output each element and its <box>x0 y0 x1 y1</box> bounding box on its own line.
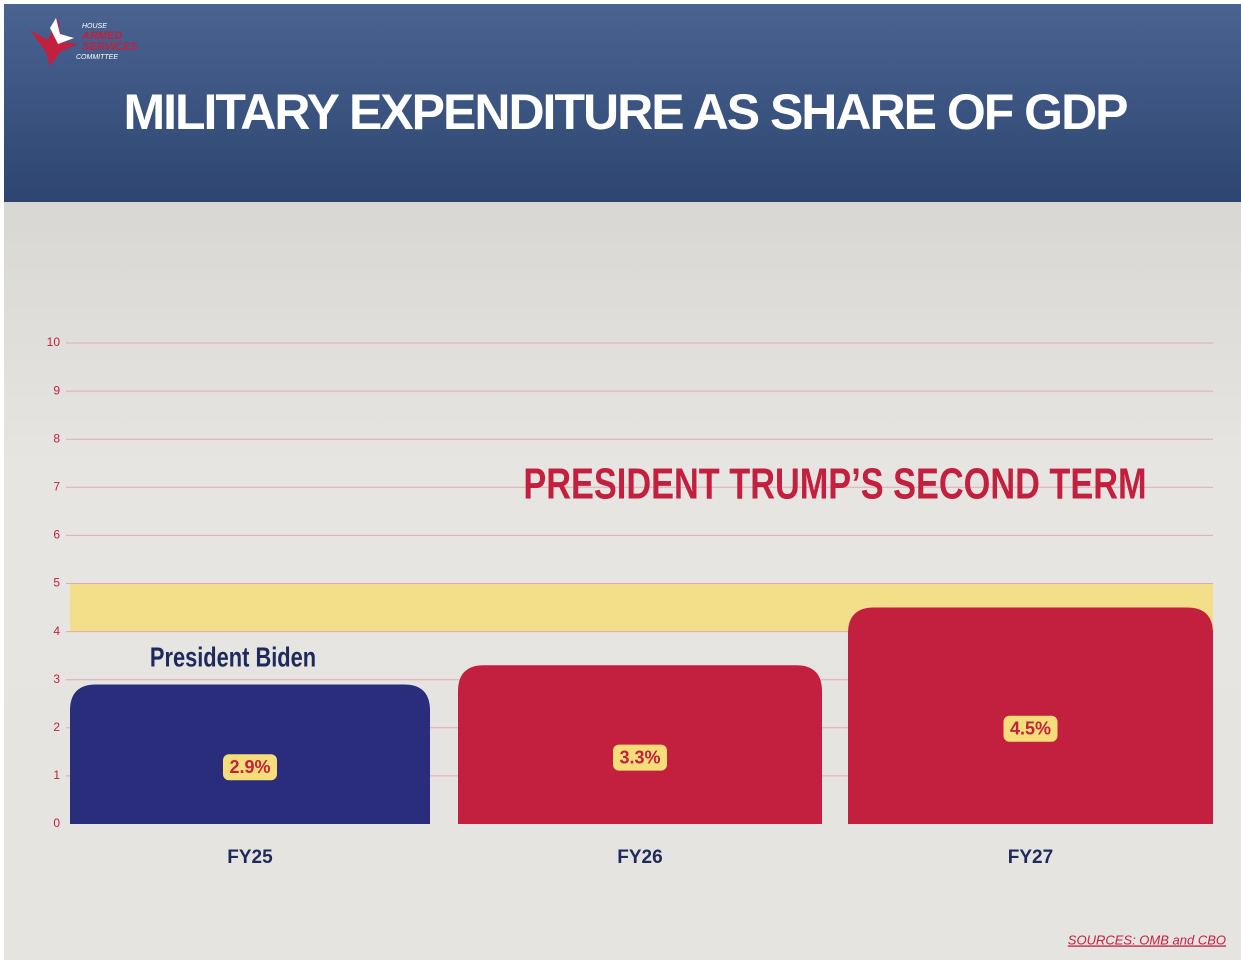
annotation: President Biden <box>150 642 316 673</box>
chart: HOUSE ARMED SERVICES COMMITTEE MILITARY … <box>0 0 1241 960</box>
y-tick-label: 1 <box>53 768 60 782</box>
y-tick-label: 4 <box>53 624 60 638</box>
logo-text: SERVICES <box>82 41 138 53</box>
value-label: 3.3% <box>619 747 660 767</box>
x-tick-label: FY25 <box>227 847 273 868</box>
logo-text: COMMITTEE <box>76 54 118 61</box>
x-tick-label: FY27 <box>1008 847 1053 868</box>
value-label: 2.9% <box>229 757 270 777</box>
source: SOURCES: OMB and CBO <box>1068 932 1226 947</box>
logo-text: HOUSE <box>82 23 107 30</box>
chart-title: MILITARY EXPENDITURE AS SHARE OF GDP <box>123 84 1127 140</box>
value-label: 4.5% <box>1010 719 1051 739</box>
background <box>4 200 1241 960</box>
y-tick-label: 3 <box>53 672 60 686</box>
x-tick-label: FY26 <box>617 847 662 868</box>
y-tick-label: 9 <box>53 383 60 397</box>
y-tick-label: 6 <box>53 528 60 542</box>
y-tick-label: 10 <box>47 335 61 349</box>
y-tick-label: 7 <box>53 479 60 493</box>
annotation: PRESIDENT TRUMP’S SECOND TERM <box>523 460 1146 509</box>
y-tick-label: 0 <box>53 816 60 830</box>
y-tick-label: 5 <box>53 576 60 590</box>
y-tick-label: 2 <box>53 720 60 734</box>
page: {"chart_data": {"type": "bar", "title": … <box>0 0 1241 960</box>
y-tick-label: 8 <box>53 431 60 445</box>
